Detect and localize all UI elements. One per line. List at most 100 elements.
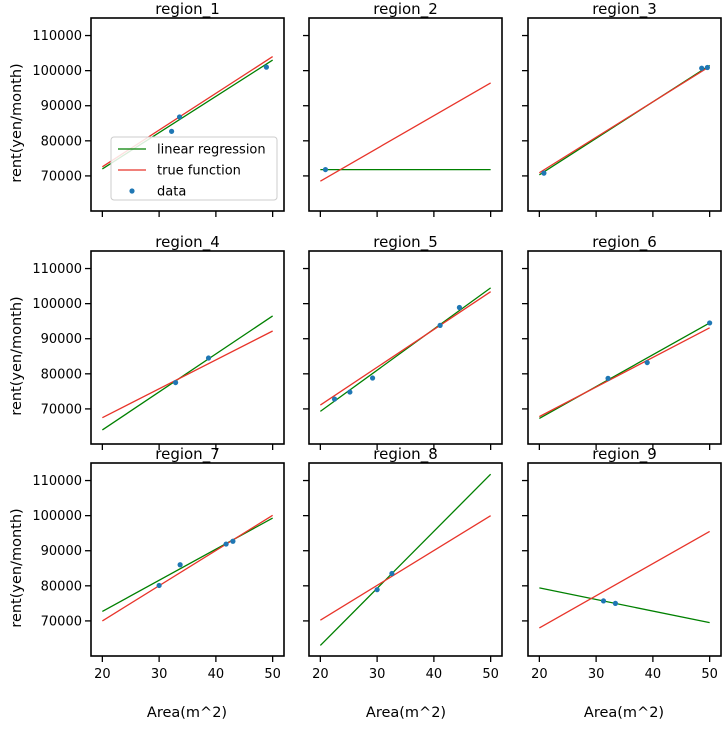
true-function-line	[539, 327, 710, 418]
y-tick-label: 90000	[41, 544, 82, 559]
data-point	[541, 170, 547, 176]
data-point	[331, 396, 338, 402]
data-point	[389, 570, 395, 577]
data-point	[437, 322, 443, 328]
subplot-title: region_1	[155, 0, 219, 19]
plot-area	[319, 473, 492, 646]
data-point	[612, 600, 619, 606]
data-point	[230, 538, 236, 544]
legend-swatch-marker	[129, 188, 135, 194]
subplot-title: region_9	[592, 445, 656, 464]
data-point	[169, 128, 175, 134]
subplot-title: region_5	[373, 233, 437, 252]
y-tick-label: 80000	[41, 134, 82, 149]
y-axis-label-row-2: rent(yen/month)	[9, 296, 25, 415]
subplot-region_8: region_8 20 30 40 50	[303, 445, 503, 682]
subplot-frame	[308, 462, 503, 657]
data-point	[605, 375, 611, 381]
data-point	[172, 379, 179, 386]
regression-line	[539, 587, 710, 624]
regression-line	[101, 315, 274, 431]
plot-area	[539, 320, 713, 419]
plot-area	[319, 287, 492, 412]
subplot-region_9: region_9 20 30 40 50	[522, 445, 722, 682]
y-tick-label: 70000	[41, 169, 82, 184]
plot-area	[320, 82, 491, 182]
subplot-region_1: region_1 70000 80000 90000 100000 110000 linea…	[32, 0, 285, 217]
y-tick-label: 110000	[32, 262, 82, 277]
y-tick-label: 70000	[41, 402, 82, 417]
data-point	[707, 320, 713, 326]
subplot-frame	[90, 17, 285, 212]
x-tick-label: 50	[482, 667, 499, 682]
subplot-frame	[527, 17, 722, 212]
data-point	[644, 359, 650, 366]
plot-area	[539, 64, 710, 176]
true-function-line	[539, 65, 710, 174]
subplot-frame	[527, 250, 722, 445]
y-tick-label: 100000	[32, 64, 82, 79]
data-point	[177, 562, 183, 568]
x-tick-label: 30	[369, 667, 386, 682]
data-point	[699, 65, 705, 71]
x-axis-label-col-2: Area(m^2)	[366, 705, 446, 721]
y-tick-label: 80000	[41, 367, 82, 382]
x-tick-label: 40	[208, 667, 225, 682]
legend-label: data	[157, 185, 186, 200]
x-tick-label: 40	[645, 667, 662, 682]
subplot-title: region_4	[155, 233, 219, 252]
subplot-title: region_7	[155, 445, 219, 464]
subplot-region_7: region_7 20 30 40 50 70000 80000 90000 100000 110…	[32, 445, 285, 682]
x-tick-label: 20	[531, 667, 548, 682]
data-point	[374, 587, 380, 593]
subplot-frame	[90, 250, 285, 445]
data-point	[205, 355, 212, 361]
subplot-frame	[308, 17, 503, 212]
legend-label: linear regression	[157, 143, 266, 158]
true-function-line	[319, 291, 492, 406]
data-point	[263, 64, 270, 70]
data-point	[704, 64, 710, 71]
regression-line	[319, 287, 492, 412]
y-tick-label: 80000	[41, 579, 82, 594]
x-tick-label: 50	[264, 667, 281, 682]
plot-area	[102, 514, 273, 622]
true-function-line	[102, 514, 273, 622]
plot-area	[101, 315, 274, 431]
subplot-region_6: region_6	[522, 233, 722, 450]
x-tick-label: 20	[312, 667, 329, 682]
subplot-region_2: region_2	[303, 0, 503, 217]
true-function-line	[539, 530, 710, 629]
subplot-region_4: region_4 70000 80000 90000 100000 110000	[32, 233, 285, 450]
y-tick-label: 100000	[32, 509, 82, 524]
subplot-region_5: region_5	[303, 233, 503, 450]
data-point	[369, 375, 376, 381]
regression-line	[539, 322, 710, 419]
data-point	[223, 541, 229, 547]
subplot-title: region_8	[373, 445, 437, 464]
true-function-line	[320, 515, 491, 621]
legend-box	[110, 136, 278, 201]
data-point	[176, 114, 183, 120]
y-axis-label-row-1: rent(yen/month)	[9, 63, 25, 182]
regression-line	[102, 517, 273, 613]
x-axis-label-col-1: Area(m^2)	[147, 705, 227, 721]
y-axis-label-row-3: rent(yen/month)	[9, 508, 25, 627]
data-point	[600, 598, 607, 604]
true-function-line	[102, 330, 273, 419]
data-point	[347, 389, 353, 395]
legend: linear regression true function data	[110, 136, 278, 201]
x-tick-label: 40	[426, 667, 443, 682]
y-tick-label: 100000	[32, 297, 82, 312]
regression-line	[319, 473, 492, 646]
legend-label: true function	[157, 164, 241, 179]
x-tick-label: 50	[701, 667, 718, 682]
subplot-frame	[527, 462, 722, 657]
true-function-line	[320, 82, 491, 182]
x-axis-label-col-3: Area(m^2)	[584, 705, 664, 721]
subplot-title: region_2	[373, 0, 437, 19]
x-tick-label: 30	[151, 667, 168, 682]
subplot-title: region_3	[592, 0, 656, 19]
y-tick-label: 90000	[41, 332, 82, 347]
